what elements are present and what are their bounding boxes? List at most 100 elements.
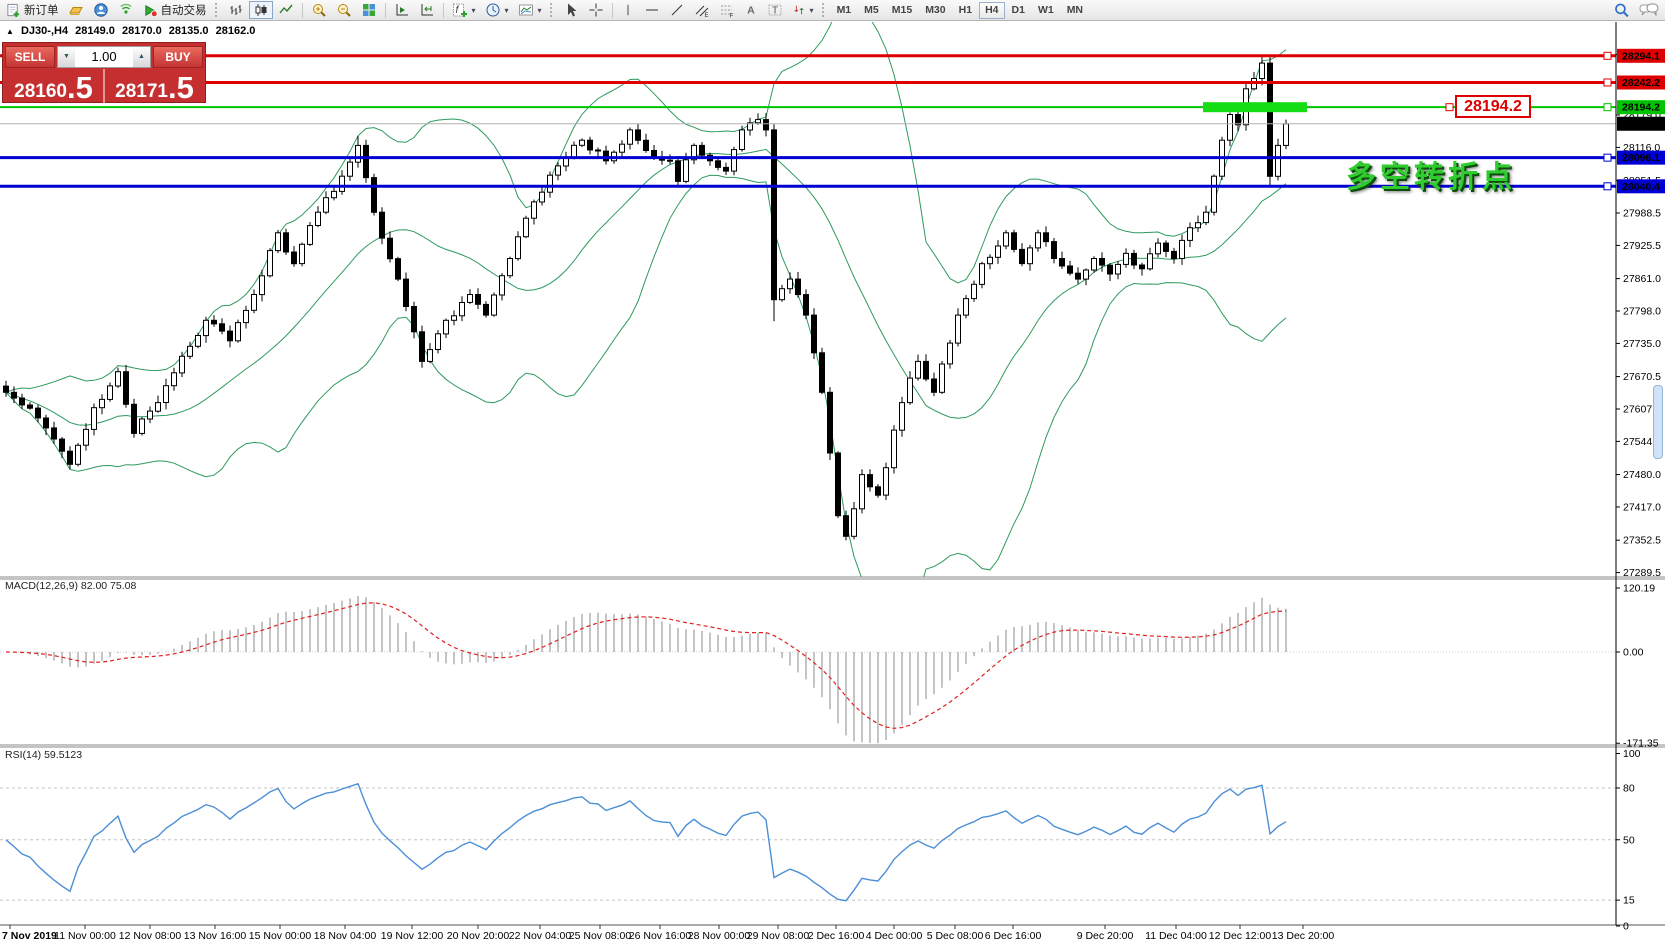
- indicators-button[interactable]: f ▾: [448, 1, 480, 19]
- horizontal-line-icon: [644, 2, 660, 18]
- text-button[interactable]: A: [740, 1, 762, 19]
- sell-button[interactable]: SELL: [5, 45, 55, 68]
- tf-button-m30[interactable]: M30: [919, 2, 951, 19]
- svg-text:28 Nov 00:00: 28 Nov 00:00: [688, 930, 751, 942]
- symbol-header[interactable]: ▲ DJ30-,H4 28149.0 28170.0 28135.0 28162…: [6, 25, 259, 37]
- buy-button[interactable]: BUY: [153, 45, 203, 68]
- volume-down-button[interactable]: ▼: [58, 46, 75, 67]
- trendline-button[interactable]: [665, 1, 689, 19]
- toolbar-separator: [611, 2, 613, 18]
- price-divider: [103, 69, 105, 103]
- chart-shift-icon: [419, 2, 435, 18]
- svg-text:15 Nov 00:00: 15 Nov 00:00: [249, 930, 312, 942]
- arrows-button[interactable]: ▾: [788, 1, 818, 19]
- volume-input[interactable]: [75, 46, 133, 67]
- collapse-icon[interactable]: ▲: [6, 27, 14, 36]
- horizontal-line-button[interactable]: [640, 1, 664, 19]
- svg-text:11 Dec 04:00: 11 Dec 04:00: [1145, 930, 1207, 942]
- buy-price-frac: .5: [167, 69, 194, 105]
- fibonacci-button[interactable]: F: [715, 1, 739, 19]
- periods-button[interactable]: ▾: [481, 1, 513, 19]
- svg-text:12 Dec 12:00: 12 Dec 12:00: [1209, 930, 1272, 942]
- candlestick-chart-button[interactable]: [248, 1, 273, 19]
- tile-windows-icon: [361, 2, 377, 18]
- chinese-note[interactable]: 多空转折点: [1346, 161, 1516, 194]
- community-button[interactable]: [89, 1, 113, 19]
- bar-chart-button[interactable]: [224, 1, 248, 19]
- cursor-icon: [563, 2, 579, 18]
- tf-button-d1[interactable]: D1: [1006, 2, 1031, 19]
- template-icon: [518, 2, 534, 18]
- crosshair-button[interactable]: [584, 1, 608, 19]
- svg-text:f: f: [455, 5, 459, 16]
- community-icon: [93, 2, 109, 18]
- tf-button-w1[interactable]: W1: [1032, 2, 1060, 19]
- svg-text:28194.2: 28194.2: [1622, 102, 1660, 114]
- tf-button-h1[interactable]: H1: [953, 2, 978, 19]
- vertical-line-button[interactable]: [617, 1, 639, 19]
- dropdown-caret: ▾: [809, 5, 814, 15]
- new-order-button[interactable]: 新订单: [2, 1, 63, 19]
- svg-text:12 Nov 08:00: 12 Nov 08:00: [119, 930, 182, 942]
- horizontal-lines[interactable]: [0, 51, 1616, 191]
- tf-button-m1[interactable]: M1: [831, 2, 858, 19]
- auto-trading-button[interactable]: 自动交易: [139, 1, 211, 19]
- chat-button[interactable]: [1635, 1, 1663, 19]
- svg-text:11 Nov 00:00: 11 Nov 00:00: [54, 930, 116, 942]
- svg-text:4 Dec 00:00: 4 Dec 00:00: [866, 930, 923, 942]
- new-order-label: 新订单: [24, 5, 59, 17]
- tf-button-m15[interactable]: M15: [886, 2, 918, 19]
- svg-text:0.00: 0.00: [1623, 647, 1644, 659]
- sell-price-frac: .5: [66, 69, 93, 105]
- svg-text:T: T: [772, 6, 778, 17]
- equidistant-channel-button[interactable]: E: [690, 1, 714, 19]
- volume-up-button[interactable]: ▲: [133, 46, 150, 67]
- tf-button-h4[interactable]: H4: [979, 1, 1005, 19]
- svg-text:27798.0: 27798.0: [1623, 305, 1661, 317]
- zoom-out-button[interactable]: [332, 1, 356, 19]
- pane-separators[interactable]: [0, 22, 1665, 926]
- dropdown-caret: ▾: [537, 5, 542, 15]
- price-callout-box[interactable]: 28194.2: [1455, 95, 1531, 118]
- text-label-button[interactable]: T: [763, 1, 787, 19]
- svg-text:27544.5: 27544.5: [1623, 436, 1661, 448]
- templates-button[interactable]: ▾: [514, 1, 546, 19]
- chart-shift-button[interactable]: [415, 1, 439, 19]
- callout-anchor[interactable]: [1445, 103, 1454, 112]
- zoom-in-button[interactable]: [307, 1, 331, 19]
- vertical-scrollbar[interactable]: [1653, 385, 1663, 459]
- auto-scroll-button[interactable]: [390, 1, 414, 19]
- dropdown-caret: ▾: [504, 5, 509, 15]
- ohlc-open: 28149.0: [75, 25, 115, 37]
- svg-text:29 Nov 08:00: 29 Nov 08:00: [747, 930, 810, 942]
- highlight-bar[interactable]: [1203, 102, 1307, 113]
- svg-text:28294.1: 28294.1: [1622, 50, 1660, 62]
- line-chart-button[interactable]: [274, 1, 298, 19]
- tile-windows-button[interactable]: [357, 1, 381, 19]
- gold-ingot-button[interactable]: [64, 1, 88, 19]
- text-icon: A: [744, 2, 758, 18]
- toolbar-grip: [821, 3, 827, 17]
- tf-button-m5[interactable]: M5: [858, 2, 885, 19]
- svg-text:27480.0: 27480.0: [1623, 469, 1661, 481]
- svg-text:80: 80: [1623, 783, 1635, 795]
- svg-text:27861.0: 27861.0: [1623, 273, 1661, 285]
- arrows-icon: [792, 2, 806, 18]
- svg-text:25 Nov 08:00: 25 Nov 08:00: [569, 930, 632, 942]
- toolbar: 新订单 自动交易 f ▾ ▾ ▾ E F A T ▾: [0, 0, 1665, 21]
- search-button[interactable]: [1609, 1, 1634, 19]
- sell-price[interactable]: 28160 .5: [5, 69, 102, 103]
- crosshair-icon: [588, 2, 604, 18]
- price-axis[interactable]: 28296.528179.028116.028051.527988.527925…: [1616, 48, 1665, 933]
- gold-ingot-icon: [68, 2, 84, 18]
- tf-button-mn[interactable]: MN: [1061, 2, 1089, 19]
- volume-stepper: ▼ ▲: [57, 45, 151, 68]
- svg-text:E: E: [704, 13, 708, 18]
- cursor-button[interactable]: [559, 1, 583, 19]
- buy-price[interactable]: 28171 .5: [106, 69, 203, 103]
- signal-button[interactable]: [114, 1, 138, 19]
- text-label-icon: T: [767, 2, 783, 18]
